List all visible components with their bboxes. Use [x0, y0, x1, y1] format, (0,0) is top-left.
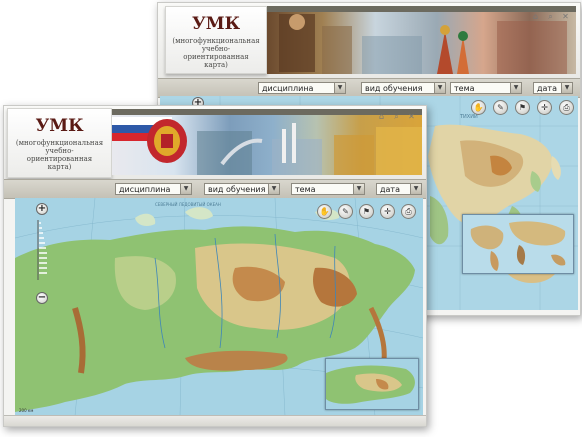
back-logo-title: УМК	[191, 14, 241, 34]
front-select-study-type-label: вид обучения	[208, 185, 266, 194]
back-flag-tool-button[interactable]: ⚑	[515, 100, 530, 115]
front-hand-tool-button[interactable]: ✋	[317, 204, 332, 219]
front-banner-art	[112, 117, 422, 175]
back-select-discipline[interactable]: дисциплина ▼	[258, 82, 346, 94]
front-russia-map[interactable]: СЕВЕРНЫЙ ЛЕДОВИТЫЙ ОКЕАН + − ✋ ✎ ⚑ ✛ ⎙	[15, 198, 423, 416]
chevron-down-icon: ▼	[268, 184, 279, 194]
front-select-date[interactable]: дата ▼	[376, 183, 422, 195]
svg-text:ТИХИЙ: ТИХИЙ	[459, 113, 478, 120]
back-select-study-type-label: вид обучения	[365, 84, 423, 93]
back-select-study-type[interactable]: вид обучения ▼	[361, 82, 446, 94]
front-zoom-slider-art	[37, 220, 47, 280]
back-select-topic[interactable]: тема ▼	[450, 82, 522, 94]
back-minimap[interactable]	[462, 214, 574, 274]
search-icon[interactable]: ⌕	[548, 12, 553, 21]
front-flag-tool-button[interactable]: ⚑	[359, 204, 374, 219]
back-top-icons: ⌂ ⌕ ✕	[531, 12, 570, 21]
back-hand-tool-button[interactable]: ✋	[471, 100, 486, 115]
chevron-down-icon: ▼	[180, 184, 191, 194]
back-select-discipline-label: дисциплина	[262, 84, 314, 93]
front-zoom-out-button[interactable]: −	[36, 292, 48, 304]
map-scale-label: 200 км	[19, 408, 34, 413]
close-icon[interactable]: ✕	[408, 112, 415, 121]
front-zoom-slider[interactable]	[36, 220, 48, 280]
close-icon[interactable]: ✕	[562, 12, 569, 21]
front-select-discipline-label: дисциплина	[119, 185, 171, 194]
back-compass-tool-button[interactable]: ✛	[537, 100, 552, 115]
chevron-down-icon: ▼	[561, 83, 572, 93]
front-minimap[interactable]	[325, 358, 419, 410]
front-print-tool-button[interactable]: ⎙	[401, 204, 416, 219]
back-logo-subtitle: (многофункциональная учебно-ориентирован…	[172, 37, 260, 70]
front-minimap-art	[326, 365, 415, 404]
front-zoom-in-button[interactable]: +	[36, 203, 48, 215]
front-logo-title: УМК	[35, 116, 84, 136]
front-logo-subtitle: (многофункциональная учебно-ориентирован…	[15, 139, 104, 172]
back-banner-strip	[267, 6, 576, 12]
front-select-study-type[interactable]: вид обучения ▼	[204, 183, 280, 195]
back-select-topic-label: тема	[454, 84, 475, 93]
home-icon[interactable]: ⌂	[532, 12, 539, 21]
back-banner	[267, 6, 576, 74]
back-banner-art	[279, 14, 567, 74]
back-logo: УМК (многофункциональная учебно-ориентир…	[165, 6, 267, 74]
front-filter-bar: дисциплина ▼ вид обучения ▼ тема ▼ дата …	[4, 179, 426, 199]
front-russia-map-art: СЕВЕРНЫЙ ЛЕДОВИТЫЙ ОКЕАН	[15, 198, 423, 416]
back-filter-bar: дисциплина ▼ вид обучения ▼ тема ▼ дата …	[158, 78, 580, 98]
front-select-discipline[interactable]: дисциплина ▼	[115, 183, 192, 195]
front-select-date-label: дата	[380, 185, 400, 194]
back-print-tool-button[interactable]: ⎙	[559, 100, 574, 115]
chevron-down-icon: ▼	[410, 184, 421, 194]
front-banner-strip	[112, 109, 422, 115]
chevron-down-icon: ▼	[434, 83, 445, 93]
back-minimap-art	[470, 221, 566, 271]
back-select-date-label: дата	[537, 84, 557, 93]
front-top-icons: ⌂ ⌕ ✕	[377, 112, 416, 121]
front-draw-tool-button[interactable]: ✎	[338, 204, 353, 219]
back-select-date[interactable]: дата ▼	[533, 82, 573, 94]
chevron-down-icon: ▼	[334, 83, 345, 93]
search-icon[interactable]: ⌕	[394, 112, 399, 121]
back-draw-tool-button[interactable]: ✎	[493, 100, 508, 115]
front-window: УМК (многофункциональная учебно-ориентир…	[3, 105, 427, 427]
home-icon[interactable]: ⌂	[378, 112, 385, 121]
front-logo: УМК (многофункциональная учебно-ориентир…	[7, 108, 112, 178]
front-select-topic[interactable]: тема ▼	[291, 183, 365, 195]
front-compass-tool-button[interactable]: ✛	[380, 204, 395, 219]
front-footer	[4, 415, 426, 426]
chevron-down-icon: ▼	[353, 184, 364, 194]
chevron-down-icon: ▼	[510, 83, 521, 93]
front-banner	[112, 109, 422, 175]
front-select-topic-label: тема	[295, 185, 316, 194]
svg-text:СЕВЕРНЫЙ ЛЕДОВИТЫЙ ОКЕАН: СЕВЕРНЫЙ ЛЕДОВИТЫЙ ОКЕАН	[155, 202, 221, 207]
